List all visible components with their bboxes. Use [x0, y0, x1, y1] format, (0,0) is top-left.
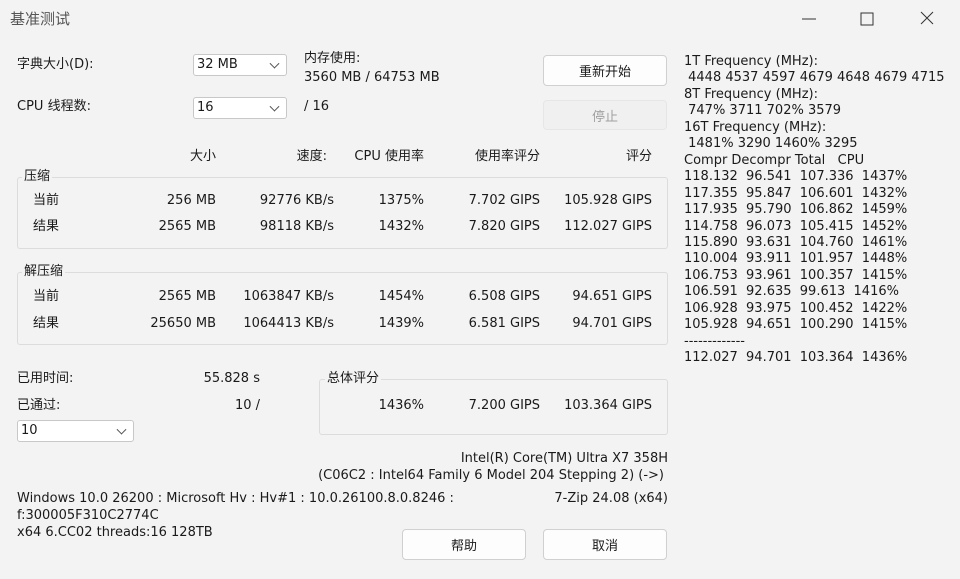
threads-select[interactable]: 16	[193, 97, 287, 119]
log-line: 114.758 96.073 105.415 1452%	[684, 218, 908, 234]
elapsed-value: 55.828 s	[203, 371, 260, 386]
threads-value: 16	[197, 100, 214, 115]
threads-max: / 16	[304, 99, 330, 114]
row-label: 当前	[33, 193, 60, 208]
column-header: 大小	[189, 149, 216, 164]
log-line: 106.753 93.961 100.357 1415%	[684, 267, 908, 283]
log-line: 1481% 3290 1460% 3295	[684, 136, 858, 152]
column-header: CPU 使用率	[354, 149, 424, 164]
cpu-detail: (C06C2 : Intel64 Family 6 Model 204 Step…	[318, 468, 664, 483]
cell: 256 MB	[166, 193, 216, 208]
log-line: 747% 3711 702% 3579	[684, 103, 842, 119]
row-label: 结果	[33, 316, 60, 331]
group-title: 解压缩	[22, 264, 66, 280]
cell: 112.027 GIPS	[564, 219, 652, 234]
cell: 1064413 KB/s	[243, 316, 334, 331]
cell: 94.651 GIPS	[572, 289, 652, 304]
row-label: 当前	[33, 289, 60, 304]
log-line: 106.591 92.635 99.613 1416%	[684, 284, 899, 300]
cell: 6.508 GIPS	[468, 289, 540, 304]
os-line: f:300005F310C2774C	[17, 508, 159, 523]
total-value: 7.200 GIPS	[468, 398, 540, 413]
decompress-group	[17, 272, 668, 345]
row-label: 结果	[33, 219, 60, 234]
passes-select-value: 10	[21, 423, 38, 438]
memory-label: 内存使用:	[304, 51, 361, 66]
log-line: 115.890 93.631 104.760 1461%	[684, 234, 908, 250]
dict-value: 32 MB	[197, 57, 238, 72]
log-line: 118.132 96.541 107.336 1437%	[684, 169, 908, 185]
cpu-name: Intel(R) Core(TM) Ultra X7 358H	[460, 451, 668, 466]
group-title: 压缩	[22, 169, 53, 185]
cell: 1375%	[378, 193, 424, 208]
passes-value: 10 /	[234, 398, 260, 413]
help-button[interactable]: 帮助	[402, 529, 526, 560]
cell: 6.581 GIPS	[468, 316, 540, 331]
total-value: 1436%	[378, 398, 424, 413]
log-line: 117.355 95.847 106.601 1432%	[684, 185, 908, 201]
cell: 7.820 GIPS	[468, 219, 540, 234]
cell: 25650 MB	[150, 316, 216, 331]
log-line: 112.027 94.701 103.364 1436%	[684, 350, 908, 366]
log-line: -------------	[684, 333, 745, 349]
cell: 1432%	[378, 219, 424, 234]
log-line: 16T Frequency (MHz):	[684, 119, 827, 135]
column-header: 评分	[625, 149, 652, 164]
elapsed-label: 已用时间:	[17, 371, 74, 386]
column-header: 使用率评分	[474, 149, 540, 164]
cell: 2565 MB	[158, 289, 216, 304]
cell: 94.701 GIPS	[572, 316, 652, 331]
os-line: x64 6.CC02 threads:16 128TB	[17, 525, 213, 540]
window-controls[interactable]	[790, 5, 950, 33]
restart-button[interactable]: 重新开始	[543, 55, 667, 86]
cell: 98118 KB/s	[259, 219, 334, 234]
total-value: 103.364 GIPS	[564, 398, 652, 413]
log-line: Compr Decompr Total CPU	[684, 152, 865, 168]
cell: 1063847 KB/s	[243, 289, 334, 304]
log-line: 8T Frequency (MHz):	[684, 86, 818, 102]
cell: 2565 MB	[158, 219, 216, 234]
version: 7-Zip 24.08 (x64)	[554, 491, 668, 506]
passes-label: 已通过:	[17, 398, 61, 413]
log-line: 106.928 93.975 100.452 1422%	[684, 300, 908, 316]
threads-label: CPU 线程数:	[17, 99, 91, 114]
log-line: 105.928 94.651 100.290 1415%	[684, 317, 908, 333]
memory-value: 3560 MB / 64753 MB	[304, 70, 440, 85]
cell: 1439%	[378, 316, 424, 331]
log-line: 110.004 93.911 101.957 1448%	[684, 251, 908, 267]
dict-select[interactable]: 32 MB	[193, 54, 287, 76]
compress-group	[17, 177, 668, 249]
log-line: 4448 4537 4597 4679 4648 4679 4715	[684, 70, 945, 86]
cell: 105.928 GIPS	[564, 193, 652, 208]
passes-select[interactable]: 10	[17, 420, 134, 442]
dict-label: 字典大小(D):	[17, 57, 94, 72]
stop-button: 停止	[543, 100, 667, 130]
column-header: 速度:	[296, 149, 327, 164]
cancel-button[interactable]: 取消	[543, 529, 667, 560]
cell: 92776 KB/s	[259, 193, 334, 208]
os-line: Windows 10.0 26200 : Microsoft Hv : Hv#1…	[17, 491, 454, 506]
cell: 1454%	[378, 289, 424, 304]
total-title: 总体评分	[325, 371, 382, 387]
window-title: 基准测试	[10, 10, 71, 28]
total-group	[319, 379, 668, 435]
cell: 7.702 GIPS	[468, 193, 540, 208]
log-line: 1T Frequency (MHz):	[684, 54, 818, 69]
log-line: 117.935 95.790 106.862 1459%	[684, 202, 908, 218]
